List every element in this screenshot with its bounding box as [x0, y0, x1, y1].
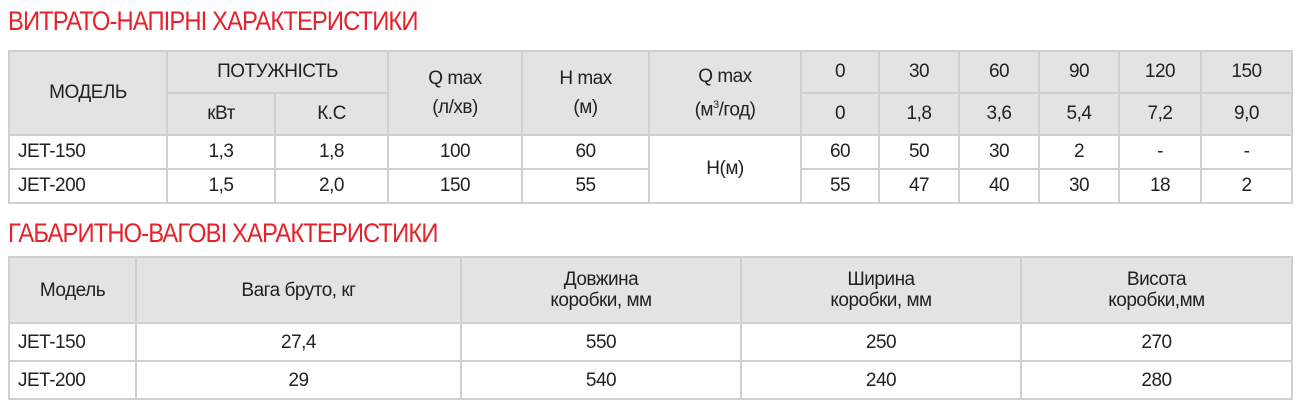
- label: Висота: [1126, 269, 1187, 290]
- label: H max: [559, 67, 612, 89]
- header-width: Ширина коробки, мм: [740, 256, 1022, 324]
- weight: 29: [135, 360, 462, 400]
- head: 60: [800, 133, 881, 170]
- head: 55: [800, 167, 881, 205]
- kw: 1,5: [166, 167, 276, 205]
- header-qmax-m3h: Q max (м3/год): [648, 50, 803, 136]
- label: Q max: [428, 67, 482, 89]
- model: JET-150: [8, 133, 168, 170]
- head-label: H(м): [648, 133, 803, 205]
- hp: 1,8: [273, 133, 390, 170]
- height: 270: [1020, 322, 1293, 362]
- header-length: Довжина коробки, мм: [460, 256, 742, 324]
- head: 18: [1118, 167, 1203, 205]
- flow-m3h: 1,8: [878, 91, 961, 136]
- qmax: 150: [387, 167, 524, 205]
- header-kw: кВт: [166, 91, 276, 136]
- label: Ширина: [847, 269, 915, 290]
- length: 540: [460, 360, 742, 400]
- head: -: [1118, 133, 1203, 170]
- model: JET-200: [8, 360, 137, 400]
- section-title-dimensions: ГАБАРИТНО-ВАГОВІ ХАРАКТЕРИСТИКИ: [8, 218, 438, 248]
- flow-m3h: 0: [800, 91, 881, 136]
- flow-lmin: 60: [958, 50, 1041, 94]
- flow-lmin: 120: [1118, 50, 1203, 94]
- head: 2: [1038, 133, 1121, 170]
- header-hp: К.С: [273, 91, 390, 136]
- dimensions-table: Модель Вага бруто, кг Довжина коробки, мм…: [8, 256, 1293, 400]
- header-row: Модель Вага бруто, кг Довжина коробки, мм…: [8, 256, 1293, 324]
- flow-m3h: 7,2: [1118, 91, 1203, 136]
- hp: 2,0: [273, 167, 390, 205]
- flow-head-table: МОДЕЛЬ ПОТУЖНІСТЬ Q max (л/хв) H max (м) Q…: [8, 50, 1294, 205]
- header-row-2: кВт К.С 0 1,8 3,6 5,4 7,2 9,0: [9, 91, 1294, 136]
- table-row: JET-150 1,3 1,8 100 60 H(м) 60 50 30 2 -…: [8, 133, 1294, 205]
- section-title-flow-head: ВИТРАТО-НАПІРНІ ХАРАКТЕРИСТИКИ: [8, 6, 418, 36]
- flow-lmin: 0: [800, 50, 881, 94]
- head: 50: [878, 133, 961, 170]
- label: Q max: [698, 65, 752, 87]
- unit-a: (м: [694, 98, 714, 120]
- header-model: Модель: [8, 256, 137, 324]
- unit: (м3/год): [650, 95, 800, 120]
- hmax: 60: [521, 133, 651, 170]
- label: коробки, мм: [550, 290, 652, 311]
- unit: (л/хв): [432, 96, 478, 118]
- head: 47: [878, 167, 961, 205]
- header-power: ПОТУЖНІСТЬ: [165, 50, 390, 94]
- header-height: Висота коробки,мм: [1020, 256, 1293, 324]
- unit: (м): [573, 96, 598, 118]
- header-qmax-lmin: Q max (л/хв): [387, 50, 524, 136]
- header-model: МОДЕЛЬ: [8, 50, 168, 136]
- label: коробки,мм: [1108, 290, 1205, 311]
- flow-lmin: 30: [878, 50, 961, 94]
- flow-m3h: 3,6: [958, 91, 1041, 136]
- width: 250: [740, 322, 1022, 362]
- length: 550: [460, 322, 742, 362]
- flow-lmin: 150: [1200, 50, 1294, 94]
- flow-m3h: 9,0: [1200, 91, 1294, 136]
- table-row: JET-200 29 540 240 280: [8, 360, 1293, 400]
- table-row: JET-200 1,5 2,0 150 55 55 47 40 30 18 2: [8, 167, 1294, 205]
- weight: 27,4: [135, 322, 462, 362]
- flow-lmin: 90: [1038, 50, 1121, 94]
- height: 280: [1020, 360, 1293, 400]
- label: коробки, мм: [830, 290, 932, 311]
- head: 30: [958, 133, 1041, 170]
- unit-sup: 3: [712, 98, 719, 111]
- kw: 1,3: [166, 133, 276, 170]
- unit-b: /год): [718, 98, 756, 120]
- model: JET-150: [8, 322, 137, 362]
- width: 240: [740, 360, 1022, 400]
- head: 30: [1038, 167, 1121, 205]
- header-weight: Вага бруто, кг: [135, 256, 462, 324]
- qmax: 100: [387, 133, 524, 170]
- head: -: [1200, 133, 1294, 170]
- hmax: 55: [521, 167, 651, 205]
- header-row-1: МОДЕЛЬ ПОТУЖНІСТЬ Q max (л/хв) H max (м) Q…: [8, 50, 1294, 136]
- label: Довжина: [563, 269, 639, 290]
- header-hmax: H max (м): [521, 50, 651, 136]
- flow-m3h: 5,4: [1038, 91, 1121, 136]
- model: JET-200: [8, 167, 168, 205]
- table-row: JET-150 27,4 550 250 270: [8, 322, 1293, 362]
- head: 2: [1200, 167, 1294, 205]
- head: 40: [958, 167, 1041, 205]
